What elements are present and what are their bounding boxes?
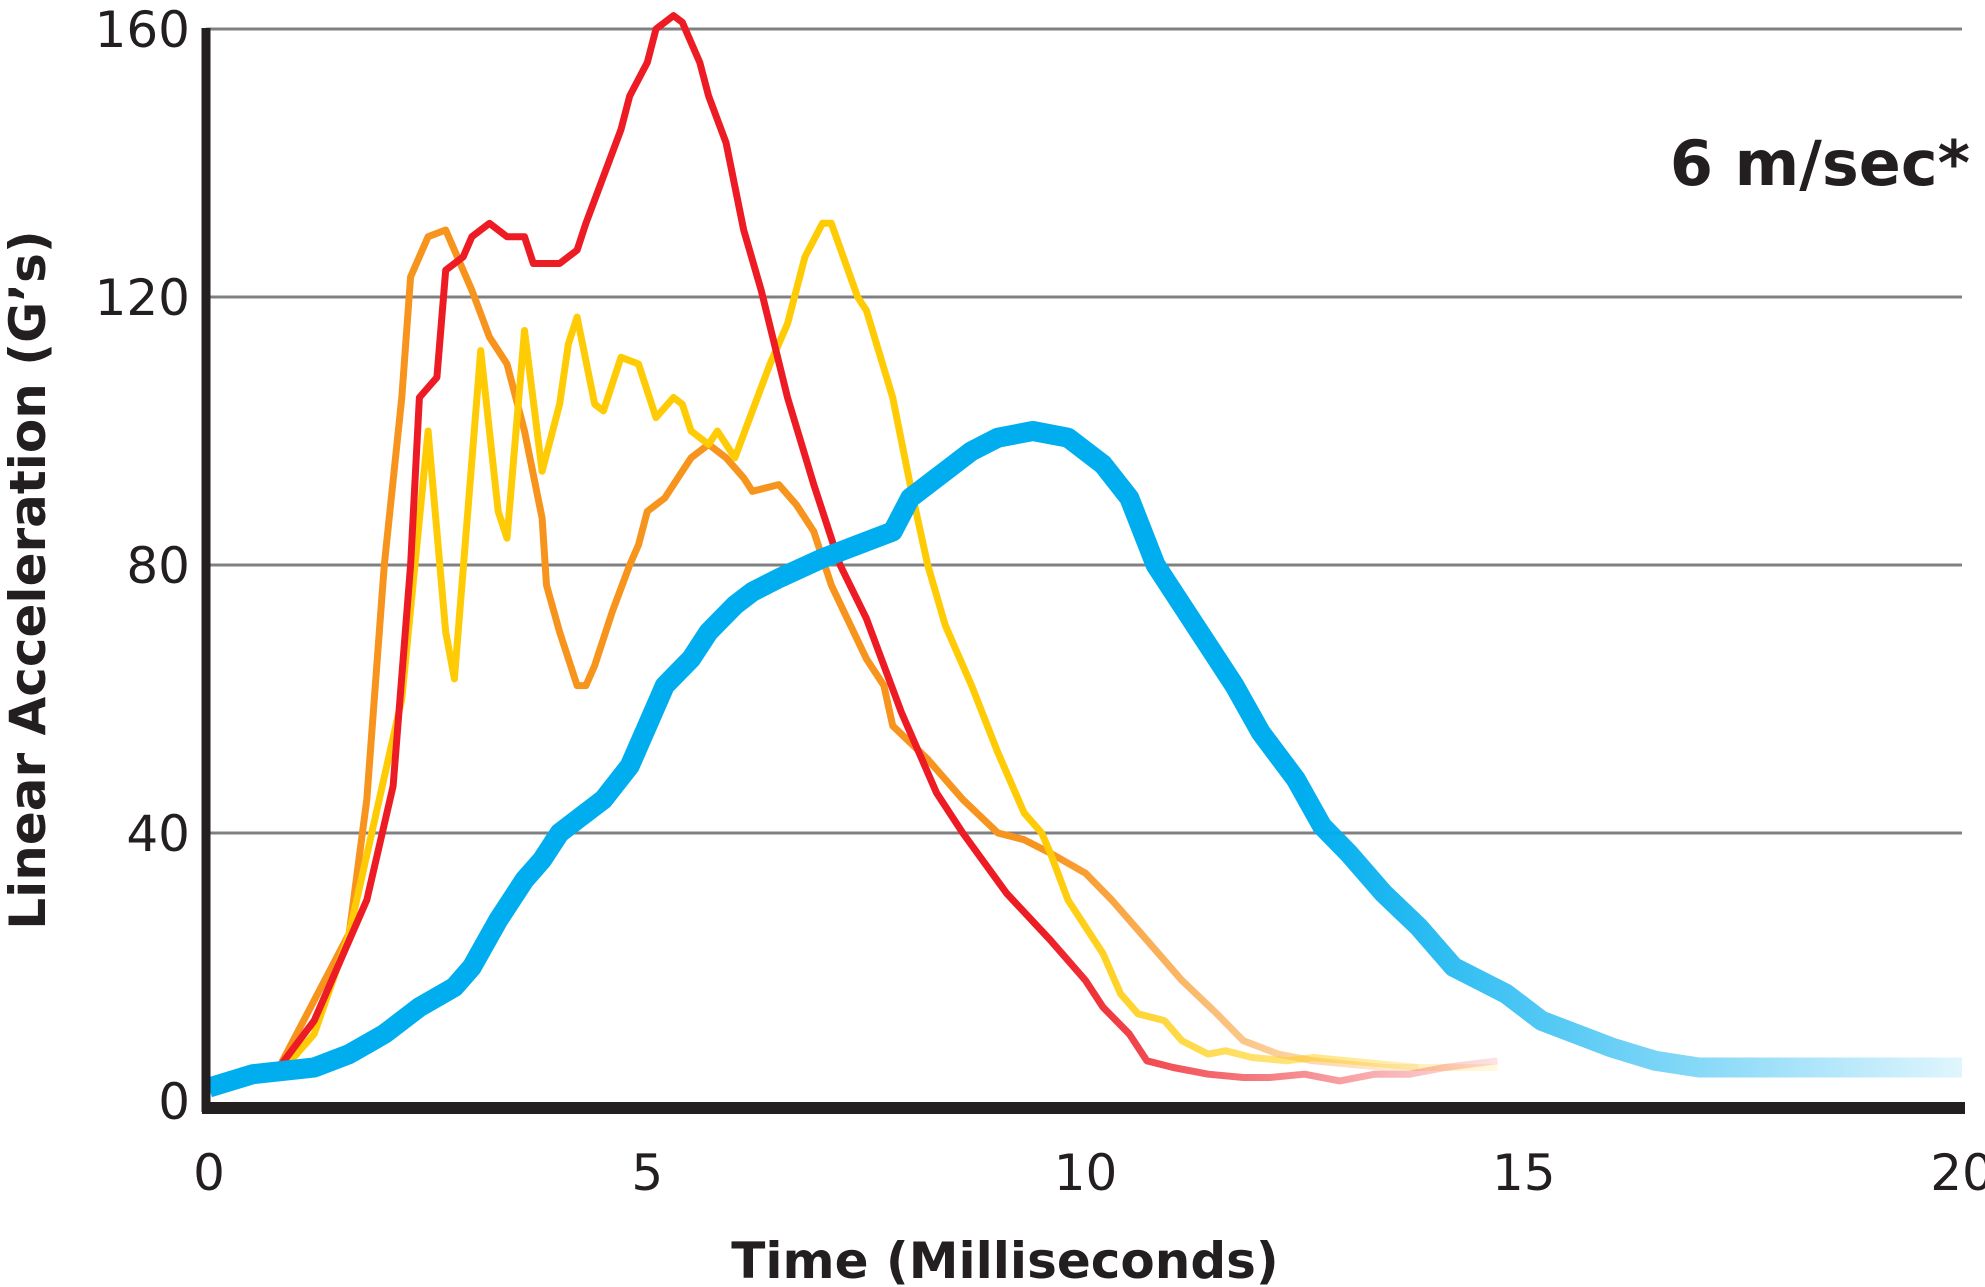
tick-labels: 0 40 80 120 160 0 5 10 15 20: [95, 1, 1985, 1202]
series-line-3: [206, 421, 1962, 1098]
x-tick-label: 15: [1492, 1144, 1556, 1202]
y-tick-label: 40: [126, 805, 190, 863]
x-axis-label: Time (Milliseconds): [731, 1232, 1279, 1287]
x-tick-label: 5: [631, 1144, 663, 1202]
series-line-0: [275, 226, 1419, 1071]
series-line-2: [276, 12, 1498, 1085]
y-tick-label: 160: [95, 1, 190, 59]
series-line-1: [276, 219, 1498, 1077]
x-tick-label: 0: [193, 1144, 225, 1202]
y-tick-label: 120: [95, 269, 190, 327]
x-tick-label: 10: [1054, 1144, 1118, 1202]
y-tick-label: 80: [126, 537, 190, 595]
y-axis-label: Linear Acceleration (G’s): [0, 230, 57, 930]
series-lines: [206, 12, 1962, 1098]
speed-annotation: 6 m/sec*: [1670, 127, 1970, 200]
y-tick-label: 0: [158, 1073, 190, 1131]
x-tick-label: 20: [1930, 1144, 1985, 1202]
gridlines: [206, 27, 1962, 835]
axes: [201, 28, 1965, 1114]
